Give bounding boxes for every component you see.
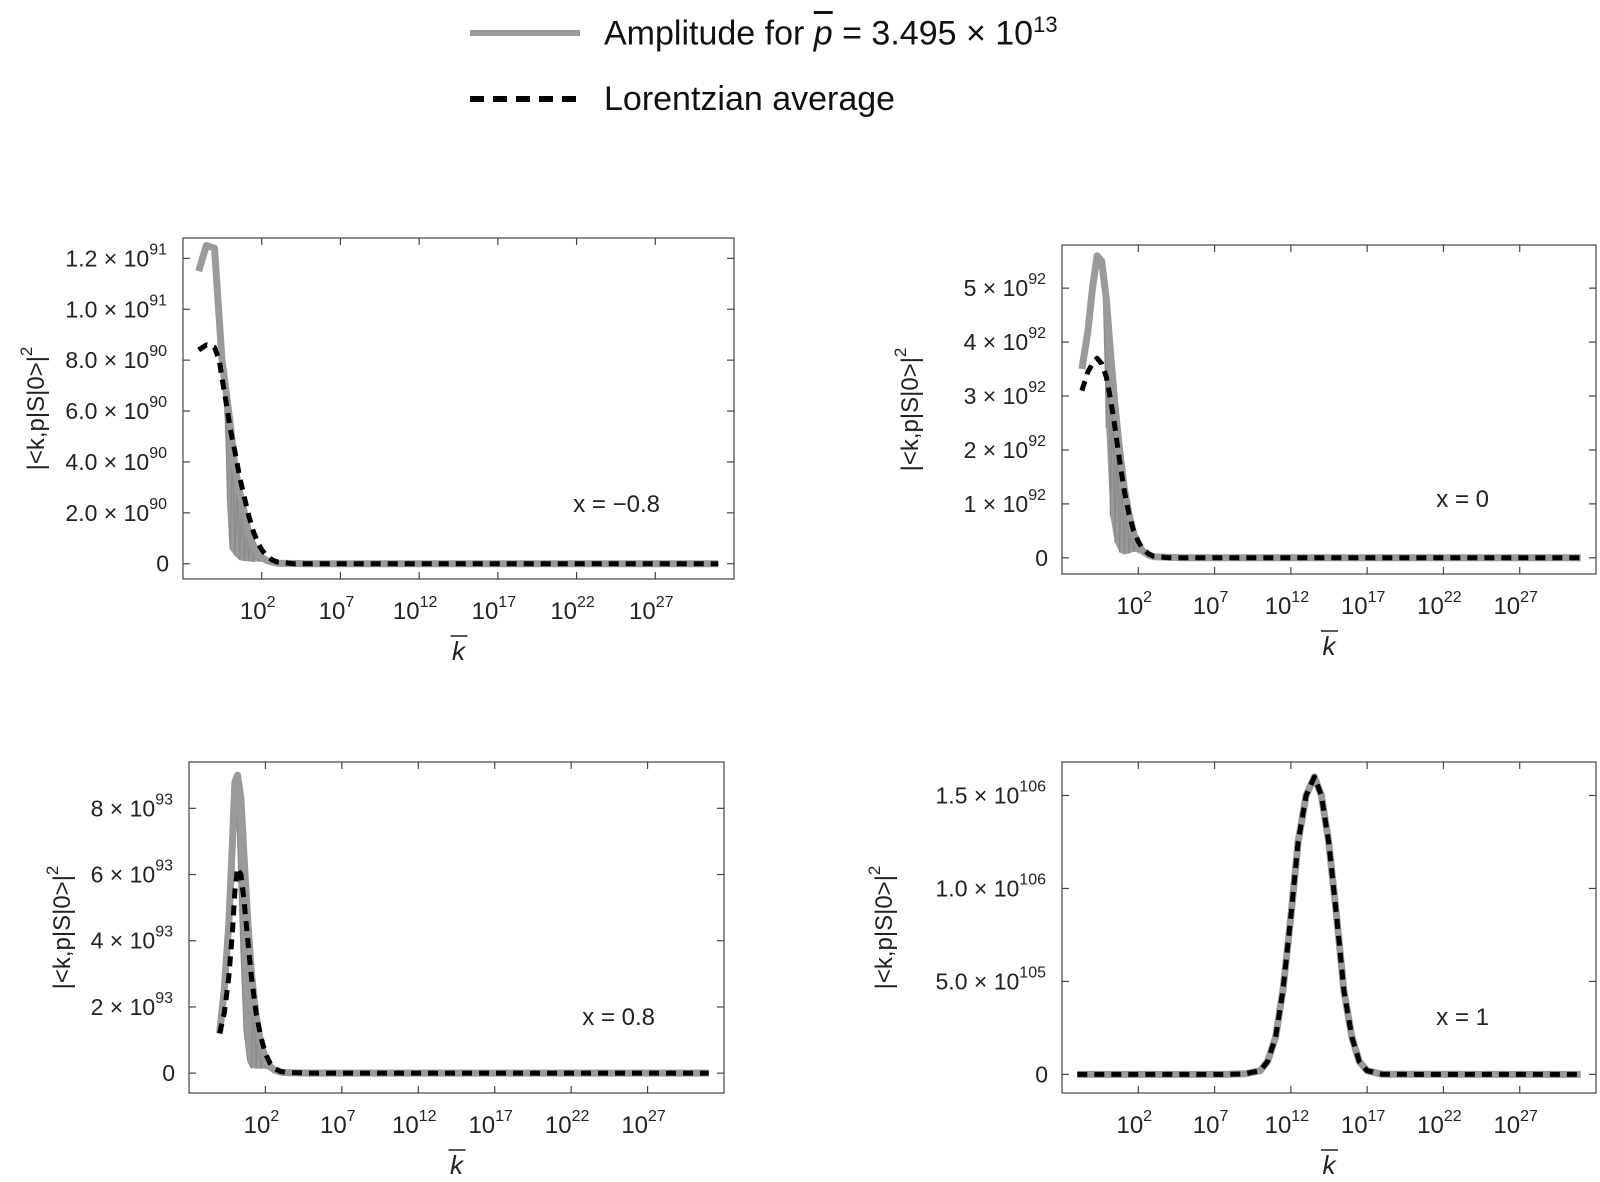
plot-area <box>1077 773 1581 1078</box>
panel-annotation: x = 0.8 <box>582 1004 655 1031</box>
y-tick-label: 8.0 × 1090 <box>65 343 167 373</box>
y-tick-label: 5.0 × 10105 <box>936 964 1047 994</box>
y-axis-label: |<k,p|S|0>|2 <box>43 866 76 990</box>
x-tick-label: 1027 <box>629 594 674 625</box>
x-axis-label: k <box>1323 631 1338 661</box>
x-tick-label: 1022 <box>545 1108 590 1139</box>
y-tick-label: 4.0 × 1090 <box>65 445 167 475</box>
legend-label-amplitude: Amplitude for p = 3.495 × 1013 <box>604 12 1058 53</box>
x-tick-label: 107 <box>320 1108 356 1139</box>
series-amplitude-line <box>1078 252 1581 562</box>
x-tick-label: 1017 <box>468 1108 513 1139</box>
p-bar-symbol: p <box>813 14 833 53</box>
panel-annotation: x = 1 <box>1436 1004 1489 1031</box>
legend-label-lorentzian: Lorentzian average <box>604 79 896 118</box>
x-tick-label: 107 <box>1193 589 1229 620</box>
series-lorentzian-line <box>197 342 719 567</box>
x-tick-label: 1012 <box>392 1108 437 1139</box>
legend: Amplitude for p = 3.495 × 1013 Lorentzia… <box>0 0 1600 130</box>
legend-item-lorentzian: Lorentzian average <box>470 74 895 124</box>
x-axis-label: k <box>450 1150 465 1180</box>
x-tick-label: 1017 <box>1341 1108 1386 1139</box>
y-tick-label: 0 <box>156 551 169 577</box>
y-tick-label: 1.0 × 10106 <box>936 871 1047 901</box>
plot-frame <box>1061 761 1597 1094</box>
x-tick-label: 102 <box>1116 589 1152 620</box>
x-tick-label: 1022 <box>1417 589 1462 620</box>
amplitude-band <box>1081 255 1581 558</box>
legend-swatch-amplitude <box>470 29 580 37</box>
y-tick-label: 0 <box>1035 1061 1048 1087</box>
y-tick-label: 1 × 1092 <box>964 487 1046 517</box>
series-amplitude-line <box>1077 773 1581 1078</box>
plot-area <box>1078 252 1581 562</box>
panel-annotation: x = −0.8 <box>573 491 660 518</box>
legend-swatch-lorentzian <box>470 95 580 103</box>
x-tick-label: 107 <box>319 594 355 625</box>
y-tick-label: 1.0 × 1091 <box>65 292 167 322</box>
x-axis-label: k <box>1323 1150 1338 1180</box>
plot-frame <box>182 237 735 580</box>
y-axis-label: |<k,p|S|0>|2 <box>17 347 50 471</box>
y-tick-label: 6.0 × 1090 <box>65 394 167 424</box>
x-tick-label: 1017 <box>472 594 517 625</box>
legend-item-amplitude: Amplitude for p = 3.495 × 1013 <box>470 8 1058 58</box>
panel-1: 102 107 1012 1017 1022 1027 0 2.0 × 1090 4.0 × 1… <box>17 237 735 666</box>
panel-annotation: x = 0 <box>1436 486 1489 513</box>
x-tick-label: 1017 <box>1341 589 1386 620</box>
y-axis-label: |<k,p|S|0>|2 <box>865 866 898 990</box>
x-tick-label: 102 <box>1116 1108 1152 1139</box>
y-tick-label: 4 × 1092 <box>964 325 1046 355</box>
x-tick-label: 1012 <box>393 594 438 625</box>
x-tick-label: 107 <box>1193 1108 1229 1139</box>
y-tick-label: 0 <box>1035 545 1048 571</box>
x-tick-label: 1027 <box>1493 1108 1538 1139</box>
x-tick-label: 1012 <box>1265 1108 1310 1139</box>
plot-frame <box>1061 244 1597 575</box>
x-tick-label: 1022 <box>550 594 595 625</box>
x-tick-label: 1027 <box>1493 589 1538 620</box>
y-tick-label: 4 × 1093 <box>91 924 173 954</box>
amplitude-oscillation <box>1081 254 1579 559</box>
y-tick-label: 8 × 1093 <box>91 791 173 821</box>
y-tick-label: 0 <box>162 1060 175 1086</box>
x-tick-label: 102 <box>244 1108 280 1139</box>
series-lorentzian-line <box>1077 774 1581 1077</box>
x-tick-label: 1022 <box>1417 1108 1462 1139</box>
x-tick-label: 1012 <box>1265 589 1310 620</box>
y-tick-label: 2.0 × 1090 <box>65 496 167 526</box>
panel-4: 102 107 1012 1017 1022 1027 0 5.0 × 10105 1.0 × … <box>865 761 1597 1180</box>
panel-3: 102 107 1012 1017 1022 1027 0 2 × 1093 4 × 1093 6… <box>43 761 725 1180</box>
y-tick-label: 6 × 1093 <box>91 858 173 888</box>
x-tick-label: 1027 <box>621 1108 666 1139</box>
plot-frame <box>188 761 725 1094</box>
y-tick-label: 1.2 × 1091 <box>65 241 167 271</box>
x-tick-label: 102 <box>240 594 276 625</box>
plot-area <box>195 242 719 568</box>
series-lorentzian-line <box>1079 355 1581 561</box>
y-tick-label: 2 × 1092 <box>964 433 1046 463</box>
x-axis-label: k <box>452 636 467 666</box>
y-tick-label: 1.5 × 10106 <box>936 778 1047 808</box>
y-tick-label: 2 × 1093 <box>91 990 173 1020</box>
y-tick-label: 5 × 1092 <box>964 271 1046 301</box>
y-tick-label: 3 × 1092 <box>964 379 1046 409</box>
series-lorentzian-line <box>217 865 709 1076</box>
panel-2: 102 107 1012 1017 1022 1027 0 1 × 1092 2 × 1092 3… <box>891 244 1597 661</box>
y-axis-label: |<k,p|S|0>|2 <box>891 348 924 472</box>
plot-area <box>216 771 709 1077</box>
